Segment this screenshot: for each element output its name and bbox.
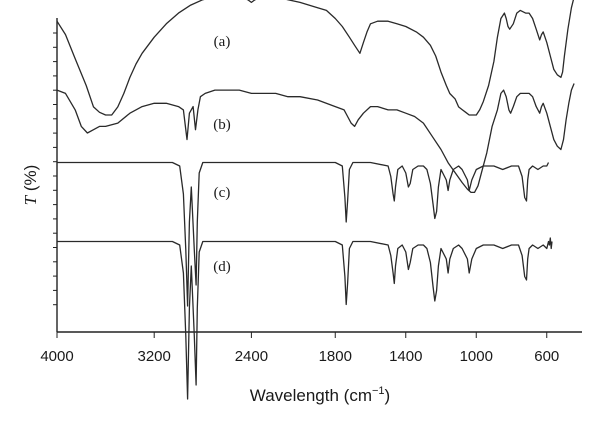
curve-labels: (a) (b) (c) (d) [213, 34, 231, 275]
x-tick-label: 4000 [40, 348, 73, 365]
x-tick-label: 1400 [389, 348, 422, 365]
curve-label: (d) [213, 259, 231, 275]
spectrum-curve [56, 0, 575, 116]
y-axis-title-unit: (%) [21, 165, 40, 196]
spectrum-curve [56, 83, 575, 194]
x-axis-title: Wavelength (cm−1) [250, 385, 390, 405]
x-axis-title-suffix: ) [385, 386, 391, 405]
x-tick-label: 1800 [319, 348, 352, 365]
x-axis-title-prefix: Wavelength (cm [250, 386, 372, 405]
x-axis-ticks: 4000 3200 2400 1800 1400 1000 600 [40, 332, 559, 365]
x-tick-label: 2400 [235, 348, 268, 365]
curve-label: (b) [213, 117, 231, 133]
y-axis-title: T (%) [21, 165, 40, 206]
curve-label: (a) [214, 34, 231, 50]
x-tick-label: 1000 [460, 348, 493, 365]
spectra-curves [56, 0, 575, 400]
y-axis-title-italic: T [21, 194, 40, 205]
x-axis-title-superscript: −1 [372, 385, 385, 397]
axes [56, 18, 582, 333]
spectrum-curve [57, 161, 550, 307]
curve-label: (c) [214, 185, 231, 201]
spectrum-curve [57, 237, 553, 400]
y-axis-ticks [53, 32, 57, 306]
x-tick-label: 3200 [138, 348, 171, 365]
x-tick-label: 600 [534, 348, 559, 365]
